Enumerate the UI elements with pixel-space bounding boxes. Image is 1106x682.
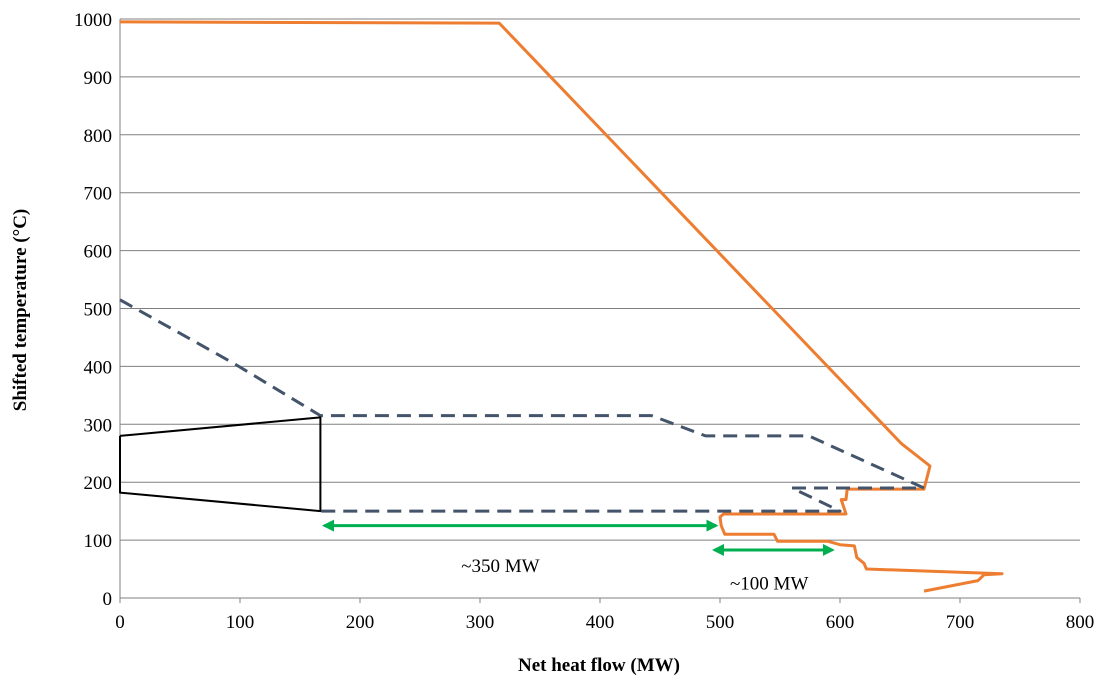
x-tick-label: 600 (826, 612, 855, 633)
y-tick-label: 200 (84, 473, 113, 494)
y-tick-label: 700 (84, 184, 113, 205)
x-tick-label: 700 (946, 612, 975, 633)
x-tick-label: 800 (1066, 612, 1095, 633)
x-tick-label: 400 (586, 612, 615, 633)
x-tick-label: 0 (115, 612, 125, 633)
x-tick-label: 500 (706, 612, 735, 633)
series-layer (119, 20, 1004, 593)
y-tick-label: 600 (84, 242, 113, 263)
axis-layer (119, 19, 1081, 603)
x-tick-label: 200 (346, 612, 375, 633)
heat-pump-block (119, 416, 322, 513)
y-tick-label: 0 (103, 589, 113, 610)
annotation-layer: ~350 MW ~100 MW (321, 519, 835, 595)
x-tick-label: 100 (226, 612, 255, 633)
grid-layer (120, 18, 1080, 541)
y-axis-title: Shifted temperature (°C) (10, 209, 31, 411)
y-tick-label: 300 (84, 415, 113, 436)
hot-composite-curve (119, 20, 1004, 593)
y-tick-label: 500 (84, 300, 113, 321)
annotation-label: ~350 MW (461, 556, 539, 577)
tick-label-layer: 0 100 200 300 400 500 600 700 800 900 1000 0 100 200 3… (74, 10, 1094, 633)
y-tick-label: 100 (84, 531, 113, 552)
x-tick-label: 300 (466, 612, 495, 633)
cold-composite-curve (119, 298, 926, 513)
y-tick-label: 900 (84, 68, 113, 89)
y-tick-label: 1000 (74, 10, 112, 31)
y-tick-label: 400 (84, 357, 113, 378)
y-tick-label: 800 (84, 126, 113, 147)
annotation-label: ~100 MW (730, 574, 808, 595)
x-axis-title: Net heat flow (MW) (518, 655, 680, 676)
